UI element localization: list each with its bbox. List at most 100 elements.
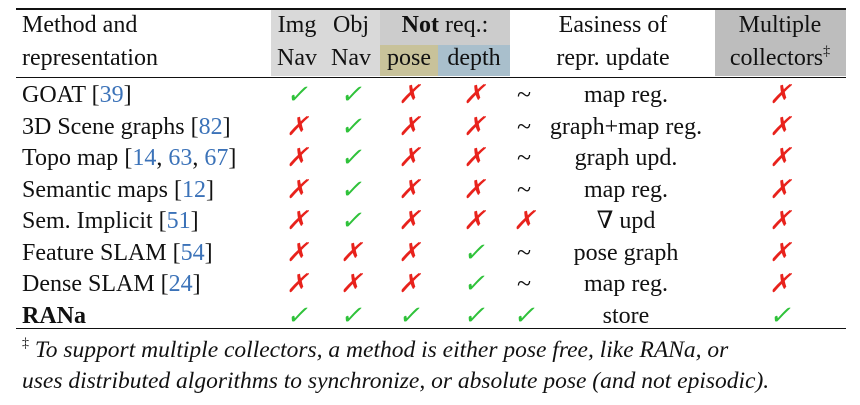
method-label: RANa: [22, 302, 86, 329]
header-collectors-text: collectors: [729, 45, 824, 71]
update-method: graph upd.: [574, 145, 678, 171]
depth-mark: ✓: [463, 300, 485, 330]
pose-mark: ✗: [398, 80, 420, 109]
header-method-line1: Method and: [22, 12, 138, 38]
method-label: Topo map: [22, 145, 125, 171]
header-method-line2: representation: [22, 45, 158, 71]
multi-mark: ✗: [769, 111, 791, 141]
method-label: Sem. Implicit: [22, 208, 159, 234]
citation-link[interactable]: 12: [181, 176, 206, 203]
header-depth: depth: [447, 45, 501, 71]
citation-link[interactable]: 24: [168, 271, 193, 297]
update-mark-mark: ✓: [513, 300, 535, 330]
footnote-line1: ‡ To support multiple collectors, a meth…: [22, 335, 728, 369]
update-method: map reg.: [584, 176, 668, 203]
update-mark-mark: ~: [516, 143, 532, 172]
img-mark: ✓: [286, 300, 308, 330]
depth-mark: ✗: [463, 206, 485, 235]
body-rule: [16, 328, 846, 329]
method-name: RANa: [22, 301, 86, 331]
depth-mark: ✗: [463, 174, 485, 204]
update-method: pose graph: [573, 239, 679, 266]
multi-mark: ✗: [769, 269, 791, 298]
header-easiness-line1: Easiness of: [558, 12, 668, 38]
method-name: Feature SLAM [54]: [22, 239, 213, 266]
citation-link[interactable]: 39: [99, 82, 124, 108]
multi-mark: ✗: [769, 206, 791, 235]
method-name: Sem. Implicit [51]: [22, 208, 199, 234]
pose-header-bg: [380, 45, 438, 76]
method-name: Topo map [14, 63, 67]: [22, 145, 237, 171]
depth-mark: ✗: [463, 143, 485, 172]
img-mark: ✗: [286, 237, 308, 267]
obj-nav-header-bg: [323, 9, 380, 76]
header-img-line2: Nav: [277, 45, 317, 71]
citation-link[interactable]: 54: [180, 239, 205, 266]
pose-mark: ✗: [398, 206, 420, 235]
update-mark-mark: ~: [516, 237, 532, 267]
multi-mark: ✗: [769, 237, 791, 267]
citation-link[interactable]: 14: [132, 145, 157, 171]
header-easiness-line2: repr. update: [556, 45, 670, 71]
header-img-line1: Img: [277, 12, 317, 38]
update-mark-mark: ~: [516, 269, 532, 298]
header-not-bold: Not: [401, 12, 440, 38]
obj-mark: ✓: [340, 206, 362, 235]
collectors-header-bg: [715, 9, 846, 76]
method-label: Dense SLAM: [22, 271, 161, 297]
multi-mark: ✗: [769, 143, 791, 172]
obj-mark: ✗: [340, 269, 362, 298]
method-label: Feature SLAM: [22, 239, 173, 266]
pose-mark: ✗: [398, 143, 420, 172]
citation-link[interactable]: 63: [168, 145, 193, 171]
update-mark-mark: ~: [516, 174, 532, 204]
depth-mark: ✗: [463, 111, 485, 141]
header-pose: pose: [387, 45, 431, 71]
citation-link[interactable]: 82: [198, 113, 223, 140]
obj-mark: ✓: [340, 80, 362, 109]
update-mark-mark: ~: [516, 80, 532, 109]
footnote-line2: uses distributed algorithms to synchroni…: [22, 368, 770, 394]
method-label: GOAT: [22, 82, 92, 108]
update-method: store: [602, 302, 650, 329]
update-method: map reg.: [584, 271, 668, 297]
img-mark: ✗: [286, 111, 308, 141]
method-name: Semantic maps [12]: [22, 176, 214, 203]
footnote-text-line1: To support multiple collectors, a method…: [34, 337, 729, 363]
update-mark-mark: ✗: [513, 206, 535, 235]
pose-mark: ✗: [398, 174, 420, 204]
footnote-dagger-mark: ‡: [22, 336, 29, 351]
img-mark: ✗: [286, 174, 308, 204]
obj-mark: ✗: [340, 237, 362, 267]
obj-mark: ✓: [340, 300, 362, 330]
obj-mark: ✓: [340, 174, 362, 204]
update-method: map reg.: [584, 82, 668, 108]
header-not-required: Not req.:: [402, 10, 489, 40]
update-method: ∇ upd: [596, 208, 656, 234]
method-name: 3D Scene graphs [82]: [22, 113, 231, 140]
header-rule: [16, 77, 846, 78]
header-multiple-line1: Multiple: [738, 12, 822, 38]
header-not-rest: req.:: [439, 12, 489, 38]
citation-link[interactable]: 51: [166, 208, 191, 234]
method-name: Dense SLAM [24]: [22, 271, 201, 297]
header-multiple-line2: collectors‡: [730, 43, 830, 77]
img-nav-header-bg: [271, 9, 323, 76]
depth-mark: ✓: [463, 269, 485, 298]
pose-mark: ✗: [398, 111, 420, 141]
citation-link[interactable]: 67: [204, 145, 229, 171]
multi-mark: ✗: [769, 80, 791, 109]
top-rule: [16, 8, 846, 10]
method-label: Semantic maps: [22, 176, 174, 203]
header-obj-line2: Nav: [331, 45, 371, 71]
header-obj-line1: Obj: [333, 12, 369, 38]
img-mark: ✓: [286, 80, 308, 109]
method-label: 3D Scene graphs: [22, 113, 191, 140]
header-dagger-mark: ‡: [823, 44, 831, 59]
update-mark-mark: ~: [516, 111, 532, 141]
img-mark: ✗: [286, 206, 308, 235]
pose-mark: ✓: [398, 300, 420, 330]
method-name: GOAT [39]: [22, 82, 132, 108]
depth-mark: ✓: [463, 237, 485, 267]
